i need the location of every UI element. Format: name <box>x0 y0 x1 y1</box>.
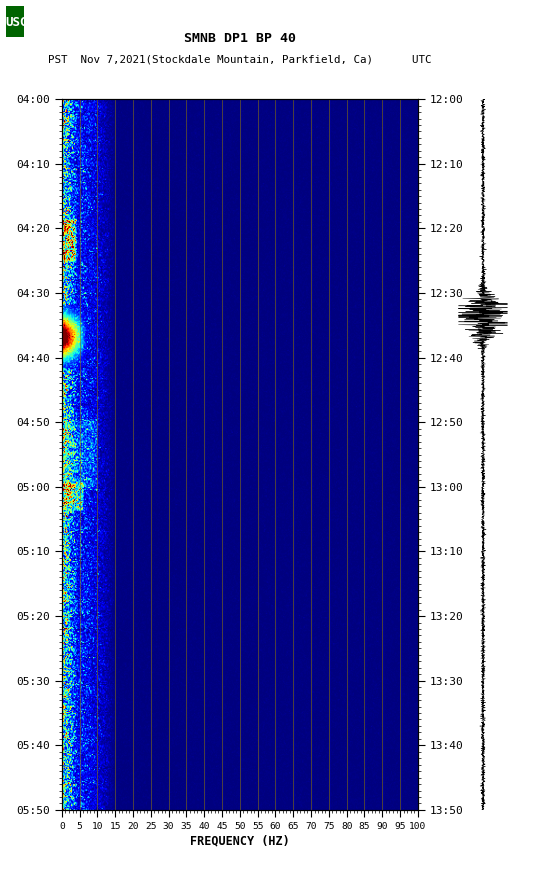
Text: USGS: USGS <box>6 16 35 29</box>
X-axis label: FREQUENCY (HZ): FREQUENCY (HZ) <box>190 835 290 848</box>
Bar <box>6 6 24 37</box>
Text: SMNB DP1 BP 40: SMNB DP1 BP 40 <box>184 32 296 45</box>
Text: PST  Nov 7,2021(Stockdale Mountain, Parkfield, Ca)      UTC: PST Nov 7,2021(Stockdale Mountain, Parkf… <box>48 54 432 65</box>
